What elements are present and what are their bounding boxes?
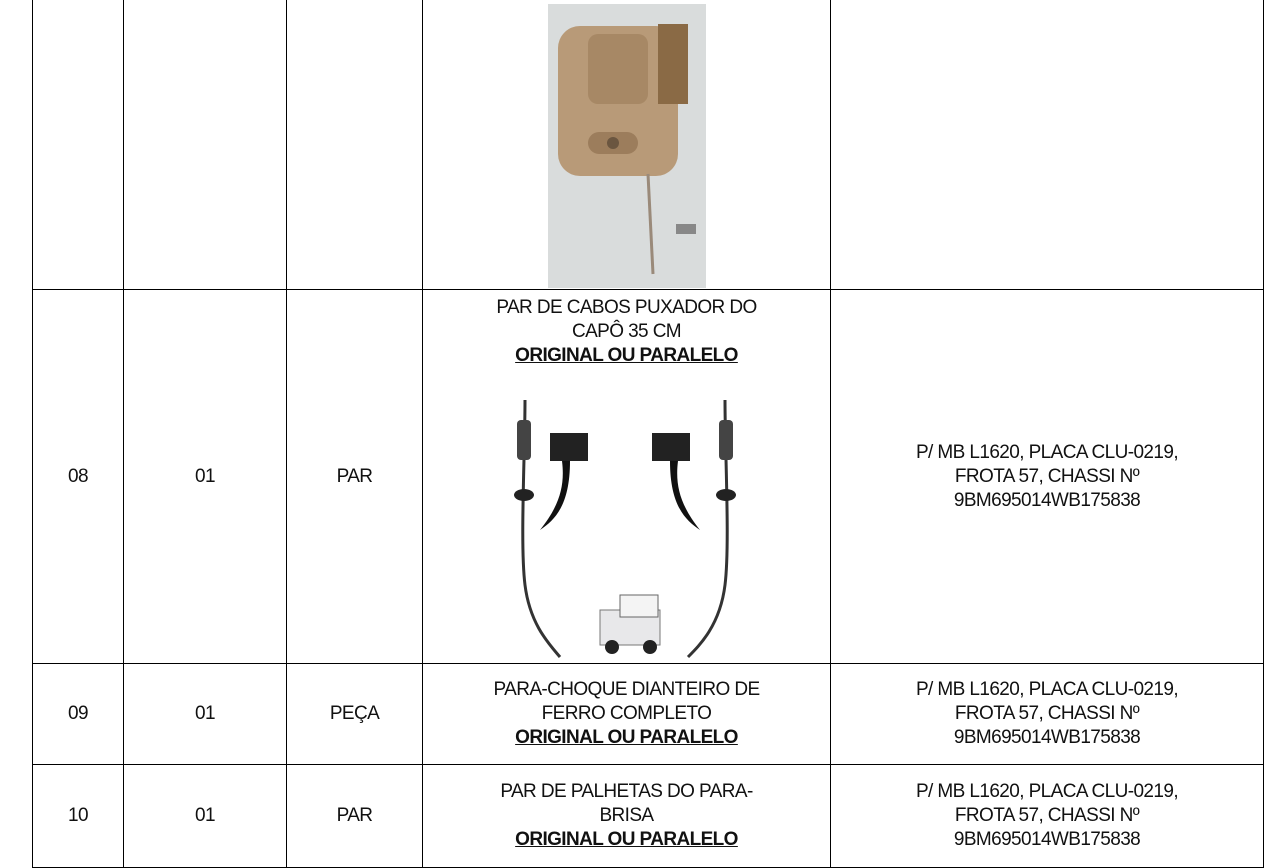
description-line: BRISA — [599, 805, 654, 826]
unit-text: PAR — [336, 465, 373, 487]
table-cell: PAR — [286, 764, 423, 868]
notes-line: FROTA 57, CHASSI Nº — [954, 465, 1140, 487]
emphasis-text: ORIGINAL OU PARALELO — [515, 345, 738, 366]
unit-text: PEÇA — [329, 703, 380, 724]
emphasis-text: ORIGINAL OU PARALELO — [515, 727, 738, 748]
table-cell: PAR — [286, 289, 423, 664]
item-text: 08 — [68, 465, 89, 487]
notes-line: FROTA 57, CHASSI Nº — [954, 805, 1140, 826]
description-line: FERRO COMPLETO — [541, 703, 712, 724]
table-cell: 01 — [123, 663, 287, 765]
table-cell: P/ MB L1620, PLACA CLU-0219, FROTA 57, CH… — [830, 764, 1264, 868]
description-line: PAR DE CABOS PUXADOR DO — [496, 297, 757, 318]
table-cell — [123, 0, 287, 290]
cables-photo — [514, 399, 736, 659]
notes-line: 9BM695014WB175838 — [953, 829, 1141, 850]
quantity-text: 01 — [195, 703, 216, 724]
table-cell: 10 — [32, 764, 124, 868]
table-cell: 08 — [32, 289, 124, 664]
description-line: PARA-CHOQUE DIANTEIRO DE — [493, 679, 760, 700]
notes-line: P/ MB L1620, PLACA CLU-0219, — [915, 781, 1179, 802]
door-handle-photo — [548, 4, 706, 288]
emphasis-text: ORIGINAL OU PARALELO — [515, 829, 738, 850]
description-line: CAPÔ 35 CM — [571, 321, 682, 342]
table-cell: 09 — [32, 663, 124, 765]
quantity-text: 01 — [195, 805, 216, 826]
notes-line: P/ MB L1620, PLACA CLU-0219, — [915, 679, 1179, 700]
table-cell: 01 — [123, 289, 287, 664]
table-cell: 01 — [123, 764, 287, 868]
table-cell: PARA-CHOQUE DIANTEIRO DE FERRO COMPLETO OR… — [422, 663, 831, 765]
table-cell: PAR DE PALHETAS DO PARA- BRISA ORIGINAL OU… — [422, 764, 831, 868]
notes-line: FROTA 57, CHASSI Nº — [954, 703, 1140, 724]
table-cell: PEÇA — [286, 663, 423, 765]
table-cell — [32, 0, 124, 290]
notes-line: P/ MB L1620, PLACA CLU-0219, — [915, 441, 1179, 463]
table-cell — [830, 0, 1264, 290]
item-text: 10 — [68, 805, 89, 826]
table-cell — [286, 0, 423, 290]
unit-text: PAR — [336, 805, 373, 826]
notes-line: 9BM695014WB175838 — [953, 727, 1141, 748]
table-cell: P/ MB L1620, PLACA CLU-0219, FROTA 57, CH… — [830, 289, 1264, 664]
item-text: 09 — [68, 703, 89, 724]
notes-line: 9BM695014WB175838 — [953, 489, 1141, 511]
table-cell: P/ MB L1620, PLACA CLU-0219, FROTA 57, CH… — [830, 663, 1264, 765]
description-line: PAR DE PALHETAS DO PARA- — [500, 781, 753, 802]
quantity-text: 01 — [195, 465, 216, 487]
